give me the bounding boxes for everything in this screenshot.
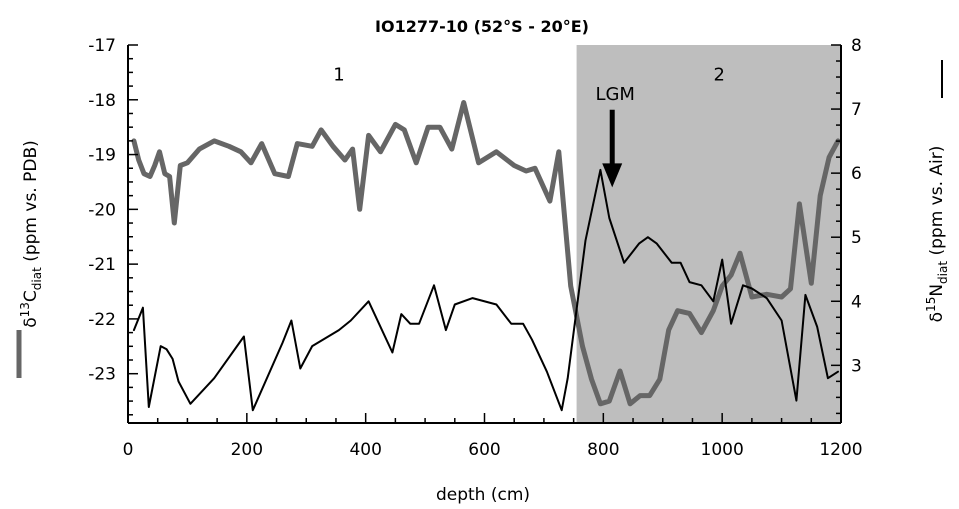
y-axis-right-label-part: 15: [924, 297, 938, 312]
y-axis-right-label-part: diat: [936, 261, 950, 284]
y-axis-left-label-part: diat: [30, 267, 44, 290]
y-axis-left-label-group: δ13Cdiat (ppm vs. PDB): [18, 140, 44, 328]
axes-layer: 0 200 400 600 800 1000 1200 -17 -18 -19 -20 -21 -22 -…: [16, 36, 943, 460]
series-line-d13c: [131, 100, 841, 407]
x-tick-label: 800: [587, 440, 619, 460]
x-tick-label: 1000: [701, 440, 744, 460]
y-axis-left-label-part: C: [21, 290, 41, 302]
x-axis-label: depth (cm): [436, 485, 530, 505]
y-left-tick-label: -18: [88, 91, 116, 111]
y-right-tick-label: 6: [851, 164, 862, 184]
y-right-tick-label: 4: [851, 292, 862, 312]
y-axis-right-label-group: δ15Ndiat (ppm vs. Air): [924, 146, 950, 323]
y-left-tick-label: -17: [88, 36, 116, 56]
y-right-tick-label: 3: [851, 356, 862, 376]
y-axis-right-label-part: N: [927, 284, 947, 297]
x-tick-label: 0: [123, 440, 134, 460]
x-tick-label: 600: [468, 440, 500, 460]
y-axis-right-label-part: δ: [927, 312, 947, 322]
y-left-tick-label: -22: [88, 310, 116, 330]
y-axis-left-label: δ13Cdiat (ppm vs. PDB): [18, 140, 44, 328]
series-layer: [131, 100, 841, 412]
y-right-tick-label: 5: [851, 228, 862, 248]
y-axis-left-label-part: 13: [18, 302, 32, 317]
y-left-tick-label: -21: [88, 255, 116, 275]
y-left-tick-label: -19: [88, 146, 116, 166]
x-tick-label: 1200: [819, 440, 862, 460]
chart-title: IO1277-10 (52°S - 20°E): [375, 17, 589, 36]
x-tick-label: 400: [349, 440, 381, 460]
y-axis-right-label-part: (ppm vs. Air): [927, 146, 947, 261]
region-label-1: 1: [333, 65, 344, 86]
y-left-tick-label: -20: [88, 200, 116, 220]
y-axis-left-label-part: δ: [21, 317, 41, 327]
y-right-tick-label: 8: [851, 36, 862, 56]
y-axis-right-label: δ15Ndiat (ppm vs. Air): [924, 146, 950, 323]
x-tick-label: 200: [231, 440, 263, 460]
lgm-arrow-head: [602, 163, 623, 188]
annotation-layer: 1 2 LGM: [333, 65, 725, 188]
lgm-label: LGM: [595, 84, 635, 105]
series-line-d15n: [132, 168, 839, 412]
y-axis-left-label-part: (ppm vs. PDB): [21, 140, 41, 267]
y-left-tick-label: -23: [88, 365, 116, 385]
y-right-tick-label: 7: [851, 100, 862, 120]
region-label-2: 2: [713, 65, 724, 86]
